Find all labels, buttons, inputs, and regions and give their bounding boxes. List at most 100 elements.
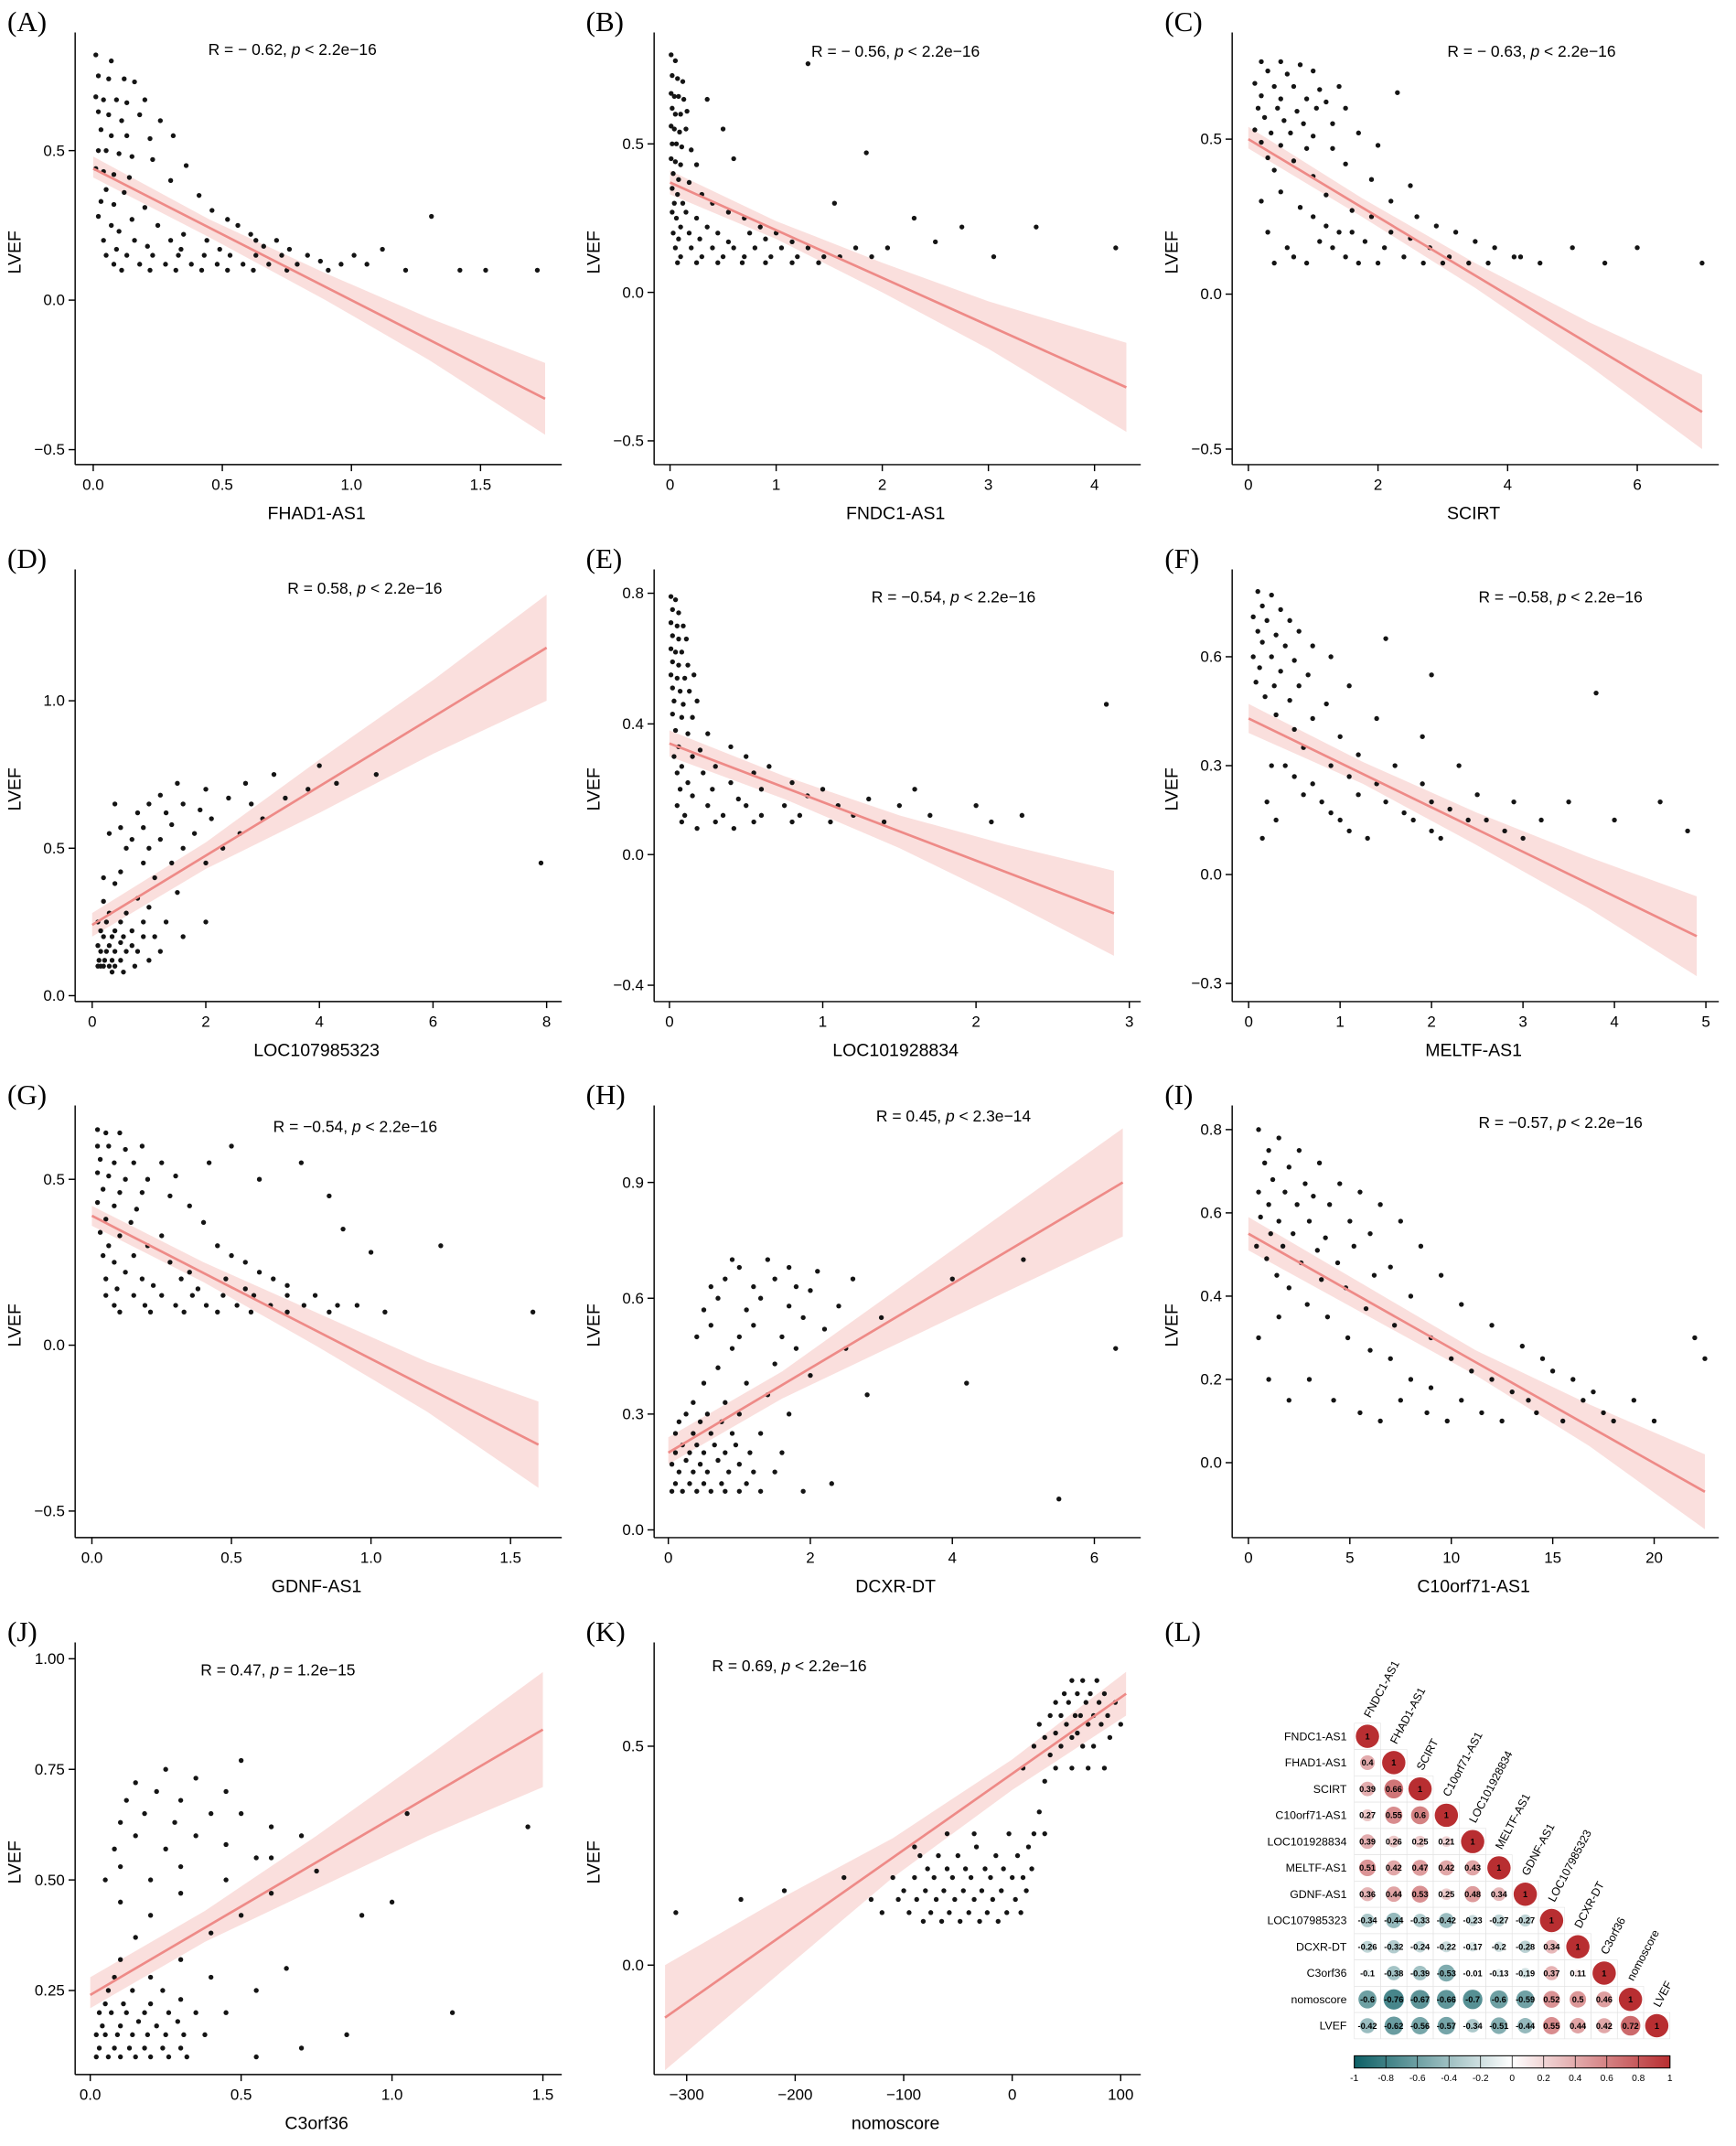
correlation-circle <box>1467 1914 1479 1926</box>
scatter-points <box>672 1677 1123 1924</box>
data-point <box>708 1323 713 1328</box>
matrix-row-label: LOC107985323 <box>1268 1914 1347 1926</box>
data-point <box>731 245 736 251</box>
data-point <box>1296 682 1302 688</box>
data-point <box>449 2010 455 2015</box>
data-point <box>129 942 134 948</box>
data-point <box>750 1283 756 1290</box>
data-point <box>1036 1721 1042 1727</box>
data-point <box>109 58 114 64</box>
data-point <box>1068 1734 1075 1740</box>
data-point <box>729 1431 734 1436</box>
data-point <box>670 698 677 703</box>
data-point <box>238 1810 244 1816</box>
data-point <box>94 1170 101 1175</box>
data-point <box>1319 1277 1324 1282</box>
data-point <box>701 1380 706 1386</box>
data-point <box>177 1797 184 1803</box>
correlation-annotation: R = −0.57, p < 2.2e−16 <box>1479 1113 1643 1132</box>
confidence-band <box>668 1128 1123 1465</box>
data-point <box>234 1303 240 1308</box>
data-point <box>1281 1243 1286 1249</box>
data-point <box>1313 105 1320 111</box>
x-axis-title: MELTF-AS1 <box>1426 1040 1523 1060</box>
matrix-col-label: LOC107985323 <box>1546 1827 1594 1903</box>
data-point <box>109 2010 114 2015</box>
data-point <box>807 1372 813 1379</box>
data-point <box>102 2001 108 2006</box>
data-point <box>1335 1260 1341 1266</box>
data-point <box>672 1909 679 1915</box>
data-point <box>762 236 768 241</box>
data-point <box>1057 1712 1064 1718</box>
data-point <box>123 1146 128 1153</box>
data-point <box>139 1143 145 1149</box>
data-point <box>112 800 118 807</box>
data-point <box>1270 1176 1276 1183</box>
correlation-annotation: R = − 0.63, p < 2.2e−16 <box>1448 42 1616 60</box>
correlation-value: 1 <box>1497 1863 1502 1872</box>
data-point <box>670 659 675 664</box>
data-point <box>669 141 675 146</box>
data-point <box>733 1442 738 1448</box>
data-point <box>96 2010 102 2015</box>
data-point <box>335 1303 340 1308</box>
y-tick-label: −0.5 <box>34 441 64 458</box>
data-point <box>1061 1690 1066 1696</box>
data-point <box>744 1481 749 1486</box>
x-tick-label: 6 <box>1089 1550 1098 1567</box>
data-point <box>1657 799 1664 804</box>
data-point <box>672 596 678 602</box>
correlation-value: -0.38 <box>1385 1969 1404 1978</box>
data-point <box>850 1276 855 1282</box>
data-point <box>1298 62 1303 68</box>
y-tick-label: 0.0 <box>622 284 644 301</box>
data-point <box>109 969 115 974</box>
x-tick-label: 4 <box>1504 477 1512 494</box>
data-point <box>679 144 684 150</box>
data-point <box>1304 260 1310 266</box>
data-point <box>251 1293 257 1298</box>
correlation-circle <box>1596 2017 1613 2033</box>
data-point <box>699 253 704 260</box>
data-point <box>1365 835 1371 841</box>
data-point <box>279 252 284 258</box>
y-tick-label: 0.0 <box>43 987 65 1004</box>
data-point <box>697 746 702 753</box>
matrix-row-label: SCIRT <box>1313 1782 1347 1795</box>
data-point <box>1020 1874 1025 1880</box>
data-point <box>738 1896 744 1902</box>
data-point <box>1265 68 1271 74</box>
data-point <box>679 649 684 655</box>
data-point <box>1414 214 1420 220</box>
data-point <box>351 252 357 258</box>
data-point <box>404 1810 410 1816</box>
data-point <box>93 2032 99 2037</box>
correlation-circle <box>1441 1940 1452 1952</box>
data-point <box>949 1874 955 1880</box>
x-tick-label: 2 <box>201 1013 209 1030</box>
matrix-row-label: FNDC1-AS1 <box>1284 1730 1347 1743</box>
data-point <box>1560 1418 1566 1424</box>
data-point <box>709 245 715 251</box>
data-point <box>1388 199 1394 204</box>
data-point <box>685 730 691 736</box>
data-point <box>159 1293 165 1298</box>
data-point <box>685 779 691 785</box>
data-point <box>123 2010 129 2015</box>
correlation-circle <box>1592 1960 1616 1985</box>
data-point <box>1566 799 1572 804</box>
scatter-plot-K: −300 −200 −100 0 100 0.0 0.5 nomoscore LVEF R = 0… <box>584 1641 1141 2133</box>
data-point <box>727 744 734 749</box>
data-point <box>198 267 205 274</box>
data-point <box>118 957 123 962</box>
data-point <box>731 825 736 831</box>
data-point <box>675 661 681 668</box>
data-point <box>173 1303 178 1308</box>
data-point <box>106 830 113 836</box>
data-point <box>163 918 169 925</box>
data-point <box>920 1918 926 1924</box>
data-point <box>681 675 687 681</box>
data-point <box>160 2044 166 2051</box>
data-point <box>106 942 113 948</box>
